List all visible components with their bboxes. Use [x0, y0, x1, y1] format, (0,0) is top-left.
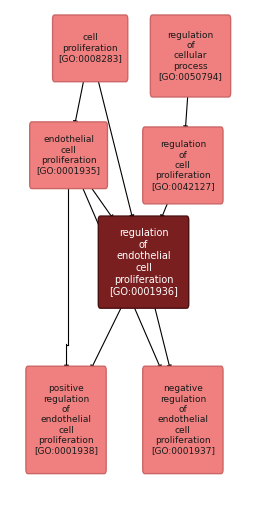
FancyBboxPatch shape [53, 15, 128, 82]
Text: positive
regulation
of
endothelial
cell
proliferation
[GO:0001938]: positive regulation of endothelial cell … [34, 384, 98, 456]
FancyBboxPatch shape [98, 216, 189, 308]
FancyBboxPatch shape [143, 127, 223, 204]
Text: regulation
of
cell
proliferation
[GO:0042127]: regulation of cell proliferation [GO:004… [151, 140, 215, 191]
FancyBboxPatch shape [143, 366, 223, 473]
Text: regulation
of
endothelial
cell
proliferation
[GO:0001936]: regulation of endothelial cell prolifera… [109, 228, 178, 296]
FancyBboxPatch shape [150, 15, 231, 97]
Text: endothelial
cell
proliferation
[GO:0001935]: endothelial cell proliferation [GO:00019… [37, 135, 101, 175]
Text: regulation
of
cellular
process
[GO:0050794]: regulation of cellular process [GO:00507… [158, 31, 223, 81]
Text: negative
regulation
of
endothelial
cell
proliferation
[GO:0001937]: negative regulation of endothelial cell … [151, 384, 215, 456]
Text: cell
proliferation
[GO:0008283]: cell proliferation [GO:0008283] [58, 34, 122, 63]
FancyBboxPatch shape [30, 122, 107, 189]
FancyBboxPatch shape [26, 366, 106, 473]
